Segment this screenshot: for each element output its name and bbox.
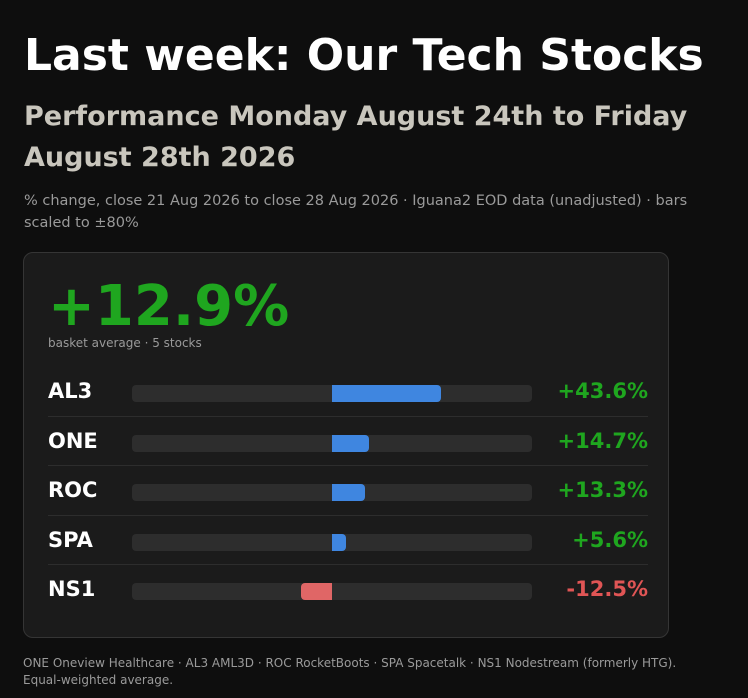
bar-al3	[332, 385, 441, 402]
bar-track	[132, 434, 532, 452]
bar-track	[132, 484, 532, 501]
ticker-label: ONE	[48, 428, 98, 453]
page-title: Last week: Our Tech Stocks	[24, 30, 704, 81]
stock-bar-chart: AL3 +43.6% ONE +14.7% ROC +13.3% SPA +5.6% NS1 -1…	[48, 367, 648, 615]
bar-roc	[332, 484, 366, 501]
bar-ns1	[300, 583, 332, 600]
stock-row-al3: AL3 +43.6%	[48, 367, 648, 417]
bar-track	[132, 385, 532, 402]
stock-row-roc: ROC +13.3%	[48, 466, 648, 516]
basket-average-value: +12.9%	[48, 274, 290, 339]
stock-row-spa: SPA +5.6%	[48, 516, 648, 565]
bar-one	[332, 434, 369, 452]
performance-card: +12.9% basket average · 5 stocks AL3 +43.…	[23, 252, 669, 638]
stock-row-ns1: NS1 -12.5%	[48, 565, 648, 615]
page-subtitle: Performance Monday August 24th to Friday…	[24, 101, 688, 173]
value-label: +5.6%	[572, 527, 648, 552]
chart-caption: % change, close 21 Aug 2026 to close 28 …	[24, 193, 688, 231]
ticker-label: AL3	[48, 379, 93, 403]
bar-track	[132, 583, 532, 600]
bar-spa	[332, 533, 346, 551]
bar-track	[132, 533, 532, 551]
value-label: -12.5%	[566, 577, 648, 601]
footnote: ONE Oneview Healthcare · AL3 AML3D · ROC…	[23, 656, 677, 687]
value-label: +14.7%	[557, 428, 648, 453]
ticker-label: SPA	[48, 527, 93, 552]
header: Last week: Our Tech Stocks Performance M…	[24, 30, 724, 234]
stock-row-one: ONE +14.7%	[48, 417, 648, 466]
ticker-label: ROC	[48, 478, 98, 502]
basket-average-label: basket average · 5 stocks	[48, 336, 202, 350]
value-label: +13.3%	[557, 478, 648, 502]
value-label: +43.6%	[557, 379, 648, 403]
ticker-label: NS1	[48, 577, 96, 601]
